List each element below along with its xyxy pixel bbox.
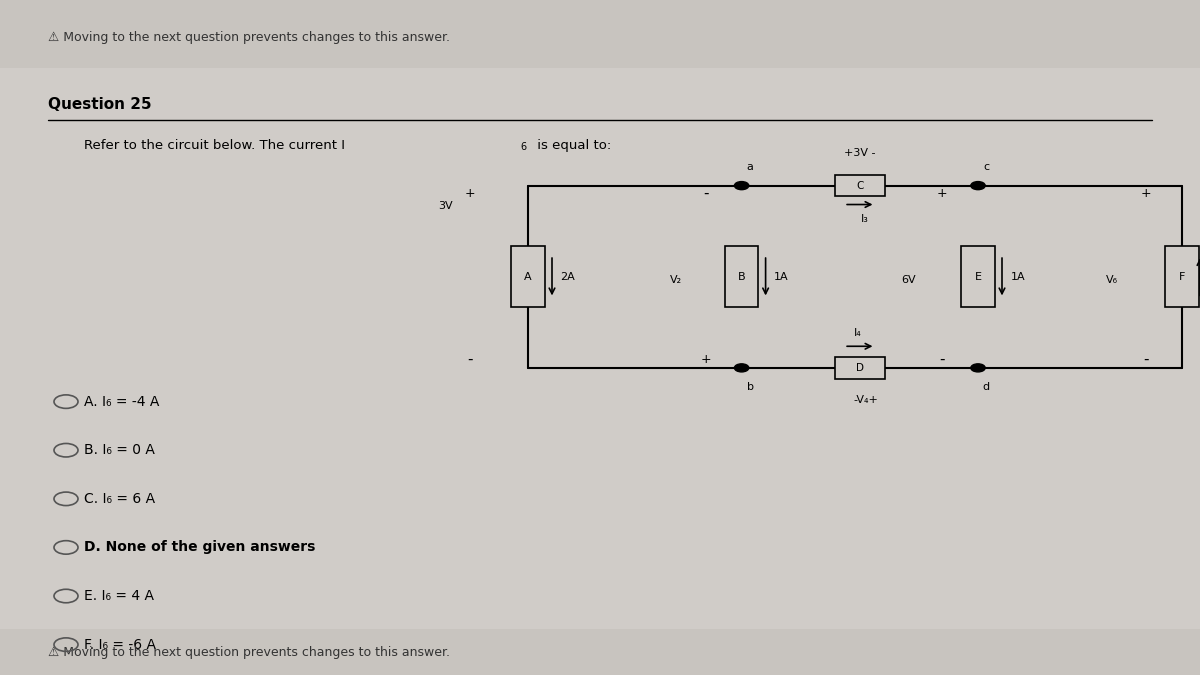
Text: Refer to the circuit below. The current I: Refer to the circuit below. The current …	[84, 138, 346, 152]
Text: A: A	[524, 272, 532, 281]
Text: ⚠ Moving to the next question prevents changes to this answer.: ⚠ Moving to the next question prevents c…	[48, 645, 450, 659]
Text: +3V -: +3V -	[844, 148, 876, 158]
Text: -V₄+: -V₄+	[853, 396, 878, 405]
Text: F. I₆ = -6 A: F. I₆ = -6 A	[84, 638, 156, 651]
Text: c: c	[983, 162, 990, 171]
Text: 1A: 1A	[1010, 272, 1025, 281]
Circle shape	[971, 364, 985, 372]
FancyBboxPatch shape	[725, 246, 758, 307]
Bar	[0, 629, 1200, 675]
Text: +: +	[1141, 187, 1151, 200]
Text: B. I₆ = 0 A: B. I₆ = 0 A	[84, 443, 155, 457]
Text: C: C	[856, 181, 864, 190]
Text: E. I₆ = 4 A: E. I₆ = 4 A	[84, 589, 154, 603]
Text: 1A: 1A	[774, 272, 788, 281]
Text: b: b	[746, 382, 754, 391]
Text: 3V: 3V	[438, 201, 452, 211]
Text: D. None of the given answers: D. None of the given answers	[84, 541, 316, 554]
Text: E: E	[974, 272, 982, 281]
Text: F: F	[1178, 272, 1186, 281]
Circle shape	[734, 182, 749, 190]
Text: D: D	[856, 363, 864, 373]
Text: ⚠ Moving to the next question prevents changes to this answer.: ⚠ Moving to the next question prevents c…	[48, 30, 450, 44]
Text: -: -	[940, 352, 944, 367]
FancyBboxPatch shape	[835, 175, 884, 196]
Text: V₆: V₆	[1106, 275, 1118, 285]
Text: B: B	[738, 272, 745, 281]
Text: -: -	[703, 186, 708, 201]
FancyBboxPatch shape	[961, 246, 995, 307]
Text: C. I₆ = 6 A: C. I₆ = 6 A	[84, 492, 155, 506]
Bar	[0, 0, 1200, 68]
Text: A. I₆ = -4 A: A. I₆ = -4 A	[84, 395, 160, 408]
Text: 6: 6	[521, 142, 527, 152]
FancyBboxPatch shape	[1165, 246, 1199, 307]
Text: -: -	[1144, 352, 1148, 367]
Text: Question 25: Question 25	[48, 97, 151, 112]
Text: -: -	[468, 352, 473, 367]
Text: 6V: 6V	[901, 275, 916, 285]
Text: +: +	[937, 187, 947, 200]
Text: V₂: V₂	[670, 275, 682, 285]
Text: 2A: 2A	[560, 272, 575, 281]
FancyBboxPatch shape	[835, 357, 884, 379]
Circle shape	[734, 364, 749, 372]
Text: is equal to:: is equal to:	[533, 138, 611, 152]
Circle shape	[971, 182, 985, 190]
Text: I₄: I₄	[853, 328, 862, 338]
Text: a: a	[746, 162, 754, 171]
Text: d: d	[983, 382, 990, 391]
Text: I₃: I₃	[860, 215, 869, 224]
FancyBboxPatch shape	[511, 246, 545, 307]
Text: +: +	[466, 187, 475, 200]
Text: +: +	[701, 353, 710, 367]
